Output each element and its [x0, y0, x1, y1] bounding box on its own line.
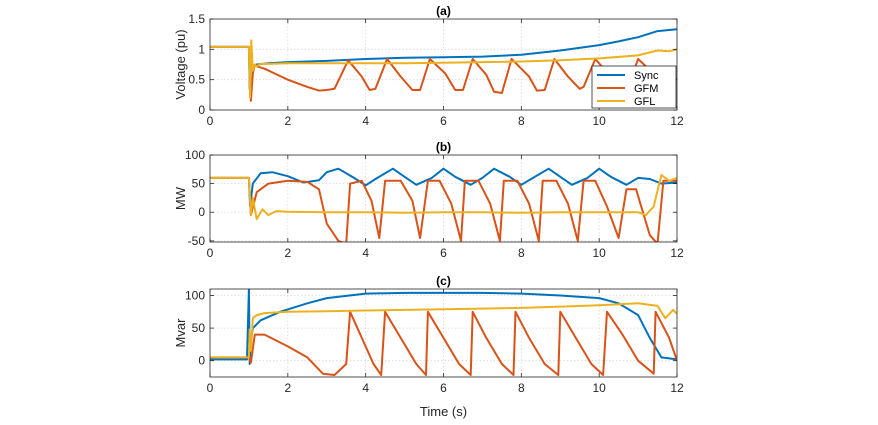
series-line-gfl — [210, 302, 677, 359]
legend-label-sync: Sync — [634, 70, 659, 82]
series-line-sync — [210, 289, 677, 365]
panel-c: 0 2 4 6 8 10 12 0 50 100 (c) Mvar — [173, 274, 684, 395]
x-tick-label: 4 — [362, 381, 369, 395]
y-tick-label: 0.5 — [188, 73, 205, 87]
y-tick-label: 0 — [198, 103, 205, 117]
x-tick-label: 0 — [207, 246, 214, 260]
x-tick-label: 0 — [207, 381, 214, 395]
y-axis-label: MW — [173, 186, 188, 210]
x-tick-label: 8 — [518, 246, 525, 260]
x-tick-label: 10 — [592, 114, 606, 128]
series-line-gfl — [210, 174, 677, 221]
y-tick-label: -50 — [188, 234, 206, 248]
x-tick-label: 10 — [592, 246, 606, 260]
x-tick-label: 8 — [518, 114, 525, 128]
y-tick-label: 100 — [185, 148, 205, 162]
x-tick-label: 2 — [284, 114, 291, 128]
series-line-gfl — [210, 39, 677, 99]
legend: Sync GFM GFL — [591, 65, 677, 109]
x-axis-label: Time (s) — [420, 404, 467, 419]
panel-a: 0 2 4 6 8 10 12 0 0.5 1 1.5 (a) Voltage (pu) — [173, 4, 684, 128]
series-line-gfm — [210, 310, 677, 376]
y-tick-label: 100 — [185, 289, 205, 303]
panel-title: (a) — [436, 4, 451, 18]
x-tick-label: 8 — [518, 381, 525, 395]
panel-title: (c) — [436, 274, 451, 288]
x-tick-label: 6 — [440, 246, 447, 260]
series-line-sync — [210, 167, 677, 208]
x-tick-label: 2 — [284, 246, 291, 260]
y-tick-label: 1 — [198, 42, 205, 56]
series-line-gfm — [210, 176, 677, 242]
x-tick-label: 6 — [440, 114, 447, 128]
panel-title: (b) — [436, 140, 451, 154]
x-tick-label: 10 — [592, 381, 606, 395]
x-tick-label: 4 — [362, 114, 369, 128]
x-tick-label: 12 — [670, 114, 684, 128]
y-tick-label: 50 — [192, 177, 206, 191]
y-axis-label: Voltage (pu) — [173, 29, 188, 99]
x-tick-label: 0 — [207, 114, 214, 128]
x-tick-label: 12 — [670, 381, 684, 395]
y-tick-label: 0 — [198, 205, 205, 219]
x-tick-label: 4 — [362, 246, 369, 260]
x-tick-label: 2 — [284, 381, 291, 395]
y-tick-label: 1.5 — [188, 12, 205, 26]
x-tick-label: 6 — [440, 381, 447, 395]
legend-label-gfm: GFM — [634, 83, 658, 95]
y-axis-label: Mvar — [173, 318, 188, 348]
y-tick-label: 50 — [192, 321, 206, 335]
legend-label-gfl: GFL — [634, 96, 655, 108]
x-tick-label: 12 — [670, 246, 684, 260]
y-tick-label: 0 — [198, 354, 205, 368]
